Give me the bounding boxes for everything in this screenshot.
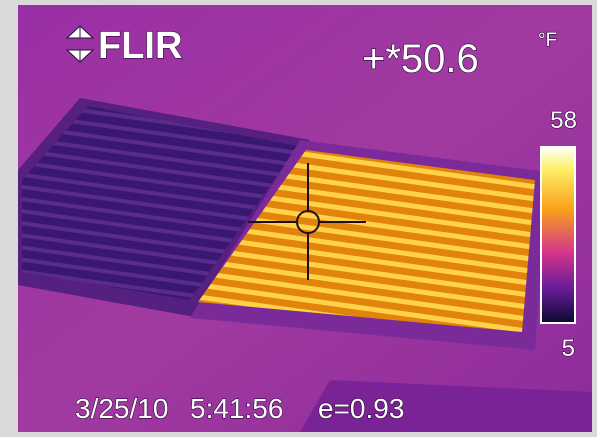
temperature-reading: +*50.6	[362, 37, 479, 81]
temperature-unit: °F	[538, 30, 557, 51]
hot-grille	[198, 150, 535, 332]
footer-emissivity: e=0.93	[318, 393, 404, 424]
logo: FLIR	[98, 25, 182, 67]
color-scale	[540, 146, 576, 324]
logo-icon	[65, 24, 95, 64]
base-frame	[300, 380, 592, 432]
crosshair	[248, 163, 366, 280]
scale-max: 58	[550, 107, 577, 134]
scale-min: 5	[562, 335, 575, 362]
footer-time: 5:41:56	[190, 393, 283, 424]
footer-date: 3/25/10	[75, 393, 168, 424]
cold-grille	[22, 106, 298, 300]
